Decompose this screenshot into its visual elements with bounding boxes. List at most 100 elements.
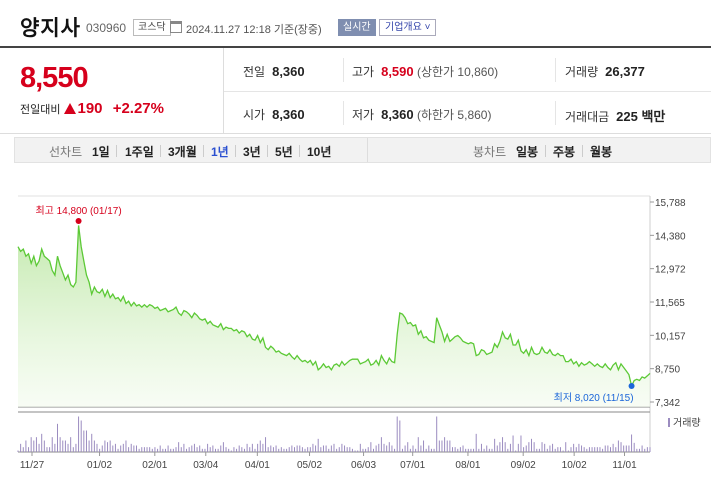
volume-bar	[494, 438, 496, 452]
prev-close-value: 8,360	[272, 64, 305, 79]
x-tick-label: 11/27	[20, 460, 45, 471]
volume-bar	[509, 443, 511, 452]
open-value: 8,360	[272, 107, 305, 122]
separator	[235, 145, 236, 157]
period-3y[interactable]: 3년	[243, 145, 261, 159]
volume-bar	[262, 443, 264, 452]
volume-bar	[75, 443, 77, 452]
volume-bar	[257, 443, 259, 452]
volume-bar	[120, 445, 122, 452]
volume-bar	[291, 445, 293, 452]
volume-value: 26,377	[605, 64, 645, 79]
volume-bar	[588, 447, 590, 452]
period-3m[interactable]: 3개월	[168, 145, 197, 159]
volume-bar	[270, 445, 272, 452]
candle-weekly[interactable]: 주봉	[553, 145, 576, 159]
candle-daily[interactable]: 일봉	[516, 145, 539, 159]
y-tick-label: 7,342	[655, 398, 680, 409]
realtime-button[interactable]: 실시간	[338, 19, 376, 36]
price-line	[17, 225, 651, 388]
volume-bar	[417, 437, 419, 452]
separator	[299, 145, 300, 157]
volume-bar	[25, 440, 27, 452]
volume-bar	[562, 450, 564, 452]
price-area	[18, 225, 650, 407]
volume-bar	[567, 450, 569, 452]
volume-bar	[401, 448, 403, 452]
volume-bar	[17, 450, 19, 452]
period-5y[interactable]: 5년	[275, 145, 293, 159]
volume-bar	[386, 445, 388, 452]
volume-bar	[114, 443, 116, 452]
volume-bar	[496, 445, 498, 452]
volume-bar	[488, 448, 490, 452]
volume-bar	[138, 448, 140, 452]
volume-bar	[394, 448, 396, 452]
volume-bar	[296, 445, 298, 452]
volume-bar	[578, 443, 580, 452]
change-amount: 190	[77, 100, 103, 117]
volume-bar	[122, 443, 124, 452]
upper-limit: (상한가 10,860)	[416, 65, 499, 79]
volume-bar	[38, 443, 40, 452]
y-tick-label: 11,565	[655, 298, 685, 309]
volume-bar	[209, 447, 211, 452]
period-10y[interactable]: 10년	[307, 145, 332, 159]
volume-bar	[441, 440, 443, 452]
volume-bar	[62, 440, 64, 452]
volume-bar	[154, 447, 156, 452]
low-marker	[628, 383, 635, 389]
period-1y[interactable]: 1년	[211, 145, 229, 159]
volume-bar	[78, 416, 80, 452]
volume-bar	[46, 447, 48, 452]
volume-bar	[83, 430, 85, 452]
volume-bar	[341, 443, 343, 452]
y-tick-label: 14,380	[655, 231, 686, 242]
volume-bar	[215, 448, 216, 452]
amount-value: 225 백만	[616, 109, 666, 124]
volume-bar	[607, 445, 609, 452]
volume-bar	[225, 447, 227, 452]
volume-bar	[536, 448, 538, 452]
x-tick-label: 04/01	[245, 460, 270, 471]
volume-bar	[533, 442, 535, 452]
open-label: 시가	[243, 108, 266, 122]
divider	[555, 101, 556, 125]
volume-bar	[175, 447, 177, 452]
volume-bar	[623, 445, 625, 452]
price-change: 전일대비 190 +2.27%	[20, 100, 164, 117]
volume-bar	[220, 445, 222, 452]
company-info-dropdown[interactable]: 기업개요 ˅	[379, 19, 437, 36]
volume-bar	[186, 448, 188, 452]
volume-bar	[399, 420, 401, 452]
volume-bar	[107, 442, 109, 452]
volume-bar	[228, 448, 230, 452]
prev-close-label: 전일	[243, 65, 266, 79]
volume-bar	[570, 447, 572, 452]
volume-bar	[333, 443, 335, 452]
period-1w[interactable]: 1주일	[125, 145, 154, 159]
volume-bar	[41, 433, 43, 452]
candle-monthly[interactable]: 월봉	[590, 145, 613, 159]
volume-bar	[307, 447, 309, 452]
volume-bar	[254, 448, 256, 452]
volume-bar	[636, 448, 638, 452]
line-chart-label: 선차트	[49, 145, 83, 159]
volume-bar	[599, 447, 601, 452]
change-label: 전일대비	[20, 104, 61, 116]
volume-bar	[396, 416, 398, 452]
quote-timestamp: 2024.11.27 12:18 기준(장중)	[186, 24, 322, 36]
volume-bar	[93, 440, 95, 452]
volume-bar	[573, 443, 575, 452]
separator	[267, 145, 268, 157]
volume-bar	[101, 445, 103, 452]
volume-bar	[388, 442, 390, 452]
y-tick-label: 10,157	[655, 331, 686, 342]
candle-chart-label: 봉차트	[473, 145, 507, 159]
period-1d[interactable]: 1일	[92, 145, 110, 159]
volume-bar	[325, 445, 327, 452]
volume-bar	[370, 442, 372, 452]
volume-bar	[130, 443, 132, 452]
volume-bar	[222, 442, 224, 452]
volume-bar	[554, 448, 556, 452]
